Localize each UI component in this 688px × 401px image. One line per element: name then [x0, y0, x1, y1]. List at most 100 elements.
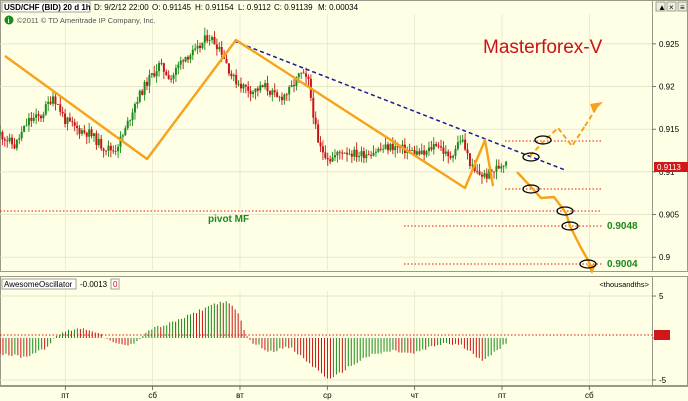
price-tick-label: 0.91 [659, 168, 675, 177]
candle-body [138, 90, 141, 102]
candle-body [295, 77, 298, 87]
candle-body [218, 46, 221, 50]
header-symbol-box[interactable] [1, 1, 91, 13]
candle-body [413, 149, 416, 155]
candle-body [435, 144, 438, 146]
candle-body [350, 153, 353, 157]
candle-body [256, 88, 259, 91]
candle-body [302, 72, 305, 74]
candle-body [456, 142, 459, 149]
candle-body [488, 169, 491, 179]
candle-body [461, 139, 464, 142]
candle-body [11, 137, 14, 145]
close-button[interactable] [666, 1, 677, 12]
candle-body [95, 133, 98, 145]
candle-body [483, 173, 486, 177]
candle-body [18, 138, 21, 140]
candle-body [68, 117, 71, 122]
header-symbol: USD/CHF (BID) 20 d 1h [4, 3, 91, 12]
candle-body [420, 150, 423, 155]
candle-body [182, 60, 185, 62]
candle-body [464, 139, 467, 150]
brand-label: Masterforex-V [483, 37, 603, 58]
candle-body [227, 63, 230, 74]
candle-body [411, 149, 414, 151]
scroll-up-button[interactable] [655, 1, 666, 12]
candle-body [319, 142, 322, 147]
oscillator-tick-label: 5 [659, 292, 664, 301]
candle-body [146, 81, 149, 86]
candle-body [478, 171, 481, 175]
candle-body [3, 139, 6, 141]
candle-body [338, 151, 341, 153]
last-price-label: 0.9113 [657, 163, 681, 172]
candle-body [427, 147, 430, 152]
candle-body [119, 136, 122, 147]
candle-body [408, 149, 411, 151]
pivot-label: pivot MF [208, 214, 249, 225]
candle-body [444, 151, 447, 154]
candle-body [8, 137, 11, 142]
candle-body [362, 151, 365, 159]
candle-body [495, 165, 498, 172]
candle-body [126, 120, 129, 129]
oscillator-gridlines [0, 295, 653, 381]
candle-body [418, 151, 421, 155]
price-tick-label: 0.905 [659, 211, 680, 220]
candle-body [297, 73, 300, 78]
candle-body [372, 152, 375, 156]
candle-body [191, 49, 194, 56]
info-icon[interactable] [4, 15, 14, 25]
time-tick-label: пт [61, 391, 69, 400]
candle-body [35, 114, 38, 118]
candle-body [25, 125, 28, 127]
candle-body [92, 133, 95, 137]
candle-body [97, 138, 100, 145]
candle-body [179, 60, 182, 65]
close-icon: × [669, 3, 674, 12]
candle-body [230, 73, 233, 77]
oscillator-value: -0.0013 [80, 280, 108, 289]
candle-body [358, 156, 361, 158]
candle-body [237, 83, 240, 85]
candle-body [437, 145, 440, 147]
candle-body [254, 88, 257, 93]
candle-body [476, 170, 479, 172]
candle-body [459, 141, 462, 143]
projected-down-path [516, 171, 594, 271]
candle-body [273, 90, 276, 93]
candle-body [480, 174, 483, 177]
candle-body [336, 151, 339, 156]
time-tick-label: сб [148, 391, 157, 400]
candle-body [249, 90, 252, 95]
candle-body [374, 151, 377, 153]
oscillator-title-box[interactable] [1, 278, 77, 290]
candle-body [497, 165, 500, 169]
candle-body [232, 74, 235, 77]
candle-body [259, 85, 262, 91]
candle-body [42, 114, 45, 119]
candle-body [331, 157, 334, 162]
candle-body [215, 44, 218, 50]
oscillator-zero-box [654, 330, 670, 340]
candle-body [343, 152, 346, 154]
candle-body [158, 63, 161, 72]
candle-body [305, 73, 308, 77]
candle-body [355, 149, 358, 158]
candle-body [143, 81, 146, 95]
candle-body [121, 135, 124, 137]
header-bar [1, 1, 651, 13]
header-high: H: 0.91154 [195, 3, 234, 12]
candle-body [285, 94, 288, 96]
price-tick-label: 0.92 [659, 83, 675, 92]
candle-body [114, 151, 117, 152]
candle-body [61, 111, 64, 114]
candle-body [276, 92, 279, 97]
candle-body [312, 97, 315, 118]
candle-body [317, 124, 320, 143]
menu-button[interactable] [677, 1, 688, 12]
time-tick-label: сб [585, 391, 594, 400]
candle-body [131, 112, 134, 121]
chevron-up-icon: ▲ [658, 3, 666, 12]
